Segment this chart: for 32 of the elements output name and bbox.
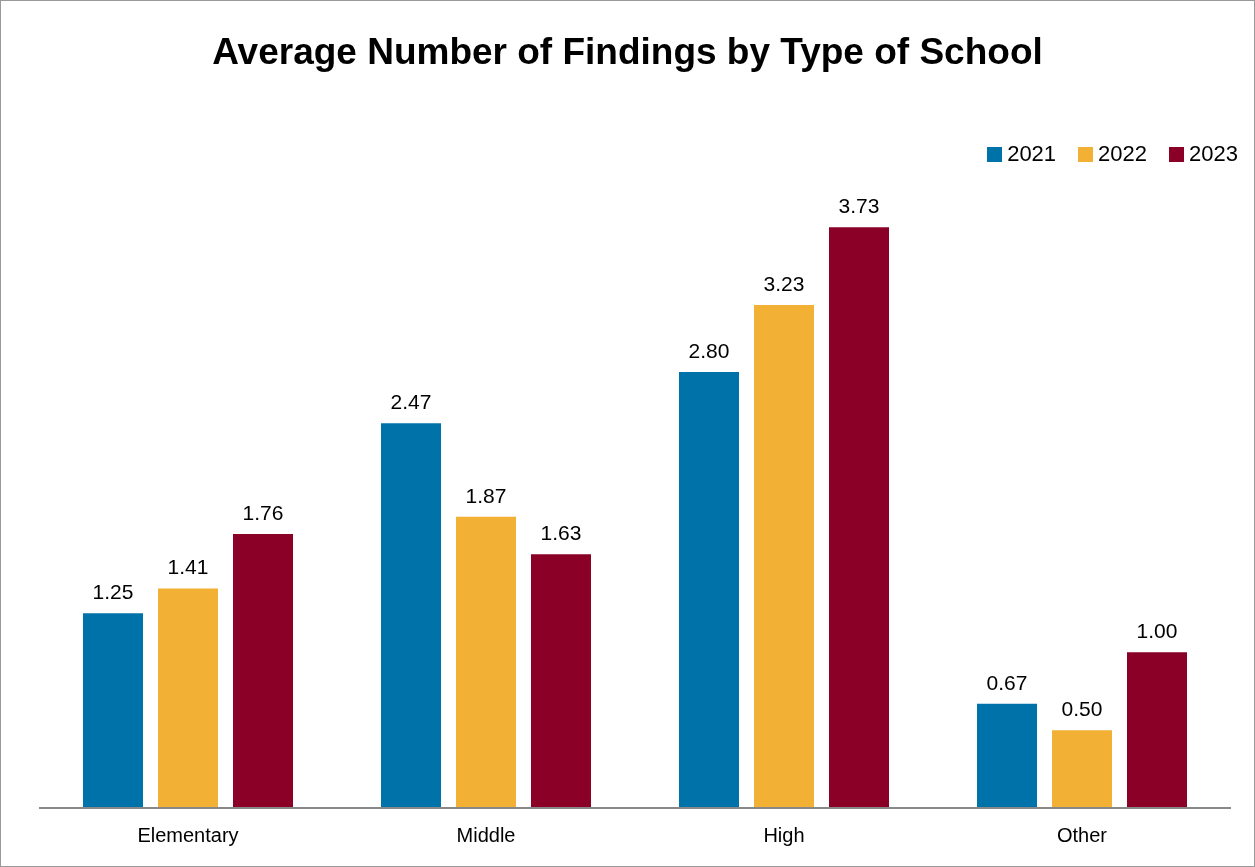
legend-label: 2023 [1189, 141, 1238, 167]
data-label: 0.67 [986, 670, 1028, 694]
x-tick-label: Middle [456, 824, 516, 847]
bar [977, 703, 1037, 808]
bar [1052, 730, 1112, 808]
data-label: 1.63 [540, 521, 582, 545]
bar [381, 423, 441, 808]
data-label: 2.80 [688, 338, 730, 362]
data-label: 1.41 [167, 555, 209, 579]
bar [83, 613, 143, 808]
bar [1127, 652, 1187, 808]
legend-label: 2022 [1098, 141, 1148, 167]
bar [531, 554, 591, 808]
data-label: 1.87 [465, 483, 507, 507]
data-label: 3.73 [838, 194, 880, 218]
x-tick-label: Other [1056, 824, 1108, 847]
bar [233, 533, 293, 808]
bar [829, 227, 889, 808]
bar [754, 305, 814, 808]
data-label: 2.47 [390, 390, 432, 414]
legend-label: 2021 [1007, 141, 1057, 167]
data-label: 0.50 [1061, 697, 1103, 721]
data-label: 3.23 [763, 272, 805, 296]
bar [158, 588, 218, 808]
x-tick-label: High [763, 824, 805, 847]
x-tick-label: Elementary [137, 824, 239, 847]
bar [456, 516, 516, 808]
data-label: 1.00 [1136, 619, 1178, 643]
bar [679, 371, 739, 808]
data-label: 1.25 [92, 580, 134, 604]
chart-title: Average Number of Findings by Type of School [211, 31, 1044, 73]
data-label: 1.76 [242, 500, 284, 524]
